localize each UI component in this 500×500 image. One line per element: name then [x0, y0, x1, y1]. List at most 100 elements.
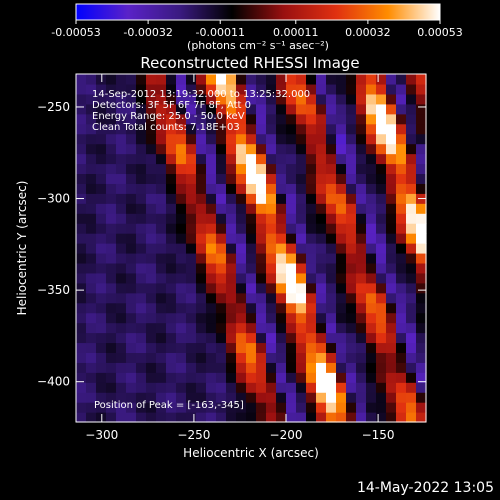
heatmap-cell — [366, 362, 377, 373]
heatmap-cell — [256, 183, 267, 194]
heatmap-cell — [416, 392, 427, 403]
heatmap-cell — [276, 233, 287, 244]
heatmap-cell — [106, 233, 117, 244]
heatmap-cell — [106, 193, 117, 204]
heatmap-cell — [366, 103, 377, 115]
heatmap-cell — [376, 123, 387, 135]
heatmap-cell — [136, 233, 147, 244]
x-tick-label: −200 — [270, 428, 303, 442]
heatmap-cell — [306, 382, 317, 393]
heatmap-cell — [376, 173, 387, 184]
heatmap-cell — [246, 252, 257, 264]
heatmap-cell — [186, 292, 197, 304]
heatmap-cell — [346, 113, 357, 125]
heatmap-cell — [346, 412, 357, 423]
heatmap-cell — [286, 342, 297, 353]
heatmap-cell — [226, 153, 237, 165]
heatmap-cell — [146, 412, 157, 423]
heatmap-cell — [356, 402, 367, 413]
heatmap-cell — [286, 272, 297, 284]
heatmap-cell — [266, 302, 277, 314]
heatmap-cell — [226, 103, 237, 115]
heatmap-cell — [256, 103, 267, 115]
heatmap-cell — [206, 412, 217, 423]
heatmap-cell — [306, 74, 317, 85]
heatmap-cell — [296, 193, 307, 204]
heatmap-cell — [326, 163, 337, 175]
annotation-energy-range: Energy Range: 25.0 - 50.0 keV — [92, 111, 245, 122]
heatmap-cell — [266, 203, 277, 214]
heatmap-cell — [286, 362, 297, 373]
heatmap-cell — [276, 292, 287, 304]
heatmap-cell — [376, 243, 387, 254]
heatmap-cell — [96, 352, 107, 363]
heatmap-cell — [316, 322, 327, 334]
heatmap-cell — [136, 203, 147, 214]
heatmap-cell — [386, 163, 397, 175]
heatmap-cell — [356, 352, 367, 363]
heatmap-cell — [226, 362, 237, 373]
heatmap-cell — [306, 342, 317, 353]
heatmap-cell — [346, 123, 357, 135]
heatmap-cell — [406, 412, 417, 423]
heatmap-cell — [96, 113, 107, 125]
heatmap-cell — [346, 173, 357, 184]
heatmap-cell — [116, 402, 127, 413]
heatmap-cell — [356, 282, 367, 294]
heatmap-cell — [356, 243, 367, 254]
heatmap-cell — [136, 372, 147, 383]
heatmap-cell — [306, 392, 317, 403]
heatmap-cell — [296, 412, 307, 423]
heatmap-cell — [416, 402, 427, 413]
heatmap-cell — [336, 362, 347, 373]
heatmap-cell — [276, 372, 287, 383]
colorbar-ticks: -0.00053 -0.00032 -0.00011 0.00011 0.00032 0.… — [51, 20, 463, 39]
heatmap-cell — [106, 213, 117, 224]
heatmap-cell — [416, 302, 427, 314]
heatmap-cell — [116, 153, 127, 165]
heatmap-cell — [76, 93, 87, 105]
heatmap-cell — [286, 173, 297, 184]
heatmap-cell — [226, 332, 237, 344]
heatmap-cell — [416, 362, 427, 373]
heatmap-cell — [196, 292, 207, 304]
heatmap-cell — [266, 402, 277, 413]
heatmap-cell — [176, 372, 187, 383]
heatmap-cell — [366, 223, 377, 234]
heatmap-cell — [256, 352, 267, 363]
heatmap-cell — [336, 173, 347, 184]
heatmap-cell — [126, 262, 137, 274]
heatmap-cell — [336, 83, 347, 95]
heatmap-cell — [166, 173, 177, 184]
heatmap-cell — [176, 272, 187, 284]
heatmap-cell — [216, 153, 227, 165]
heatmap-cell — [406, 113, 417, 125]
heatmap-cell — [156, 252, 167, 264]
heatmap-cell — [226, 282, 237, 294]
heatmap-cell — [106, 362, 117, 373]
heatmap-cell — [126, 402, 137, 413]
heatmap-cell — [176, 382, 187, 393]
y-tick-label: −350 — [37, 283, 70, 297]
heatmap-cell — [256, 163, 267, 175]
heatmap-cell — [316, 203, 327, 214]
heatmap-cell — [366, 272, 377, 284]
heatmap-cell — [206, 103, 217, 115]
heatmap-cell — [156, 163, 167, 175]
heatmap-cell — [226, 223, 237, 234]
heatmap-cell — [136, 103, 147, 115]
heatmap-cell — [296, 272, 307, 284]
heatmap-cell — [246, 342, 257, 353]
heatmap-cell — [76, 262, 87, 274]
heatmap-cell — [146, 173, 157, 184]
heatmap-cell — [166, 183, 177, 194]
heatmap-cell — [406, 193, 417, 204]
heatmap-cell — [386, 342, 397, 353]
heatmap-cell — [96, 233, 107, 244]
heatmap-cell — [346, 223, 357, 234]
heatmap-cell — [206, 173, 217, 184]
heatmap-cell — [246, 223, 257, 234]
heatmap-cell — [326, 193, 337, 204]
heatmap-cell — [146, 252, 157, 264]
heatmap-cell — [226, 292, 237, 304]
